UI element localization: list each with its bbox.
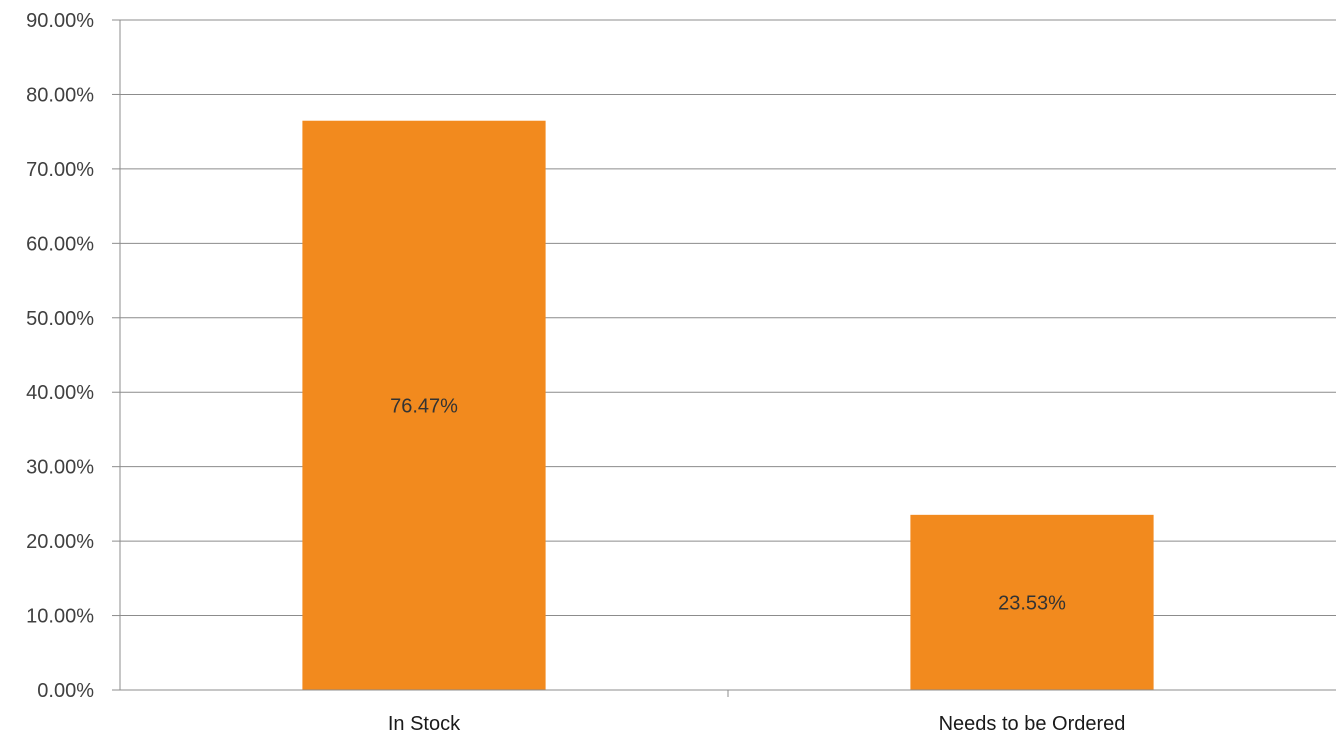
y-tick-labels: 0.00% 10.00% 20.00% 30.00% 40.00% 50.00% 60.00… bbox=[26, 10, 94, 702]
y-tick-label: 0.00% bbox=[37, 680, 94, 702]
y-tick-label: 60.00% bbox=[26, 233, 94, 255]
data-label: 76.47% bbox=[390, 395, 458, 417]
y-tick-label: 20.00% bbox=[26, 531, 94, 553]
bar bbox=[910, 514, 1154, 690]
y-tick-label: 50.00% bbox=[26, 308, 94, 330]
bar bbox=[302, 120, 546, 691]
data-labels: 76.47% 23.53% bbox=[390, 395, 1066, 614]
x-tick-label: Needs to be Ordered bbox=[939, 713, 1126, 735]
y-tick-label: 90.00% bbox=[26, 10, 94, 32]
y-tick-label: 70.00% bbox=[26, 159, 94, 181]
y-tick-label: 10.00% bbox=[26, 606, 94, 628]
y-tick-label: 40.00% bbox=[26, 382, 94, 404]
data-label: 23.53% bbox=[998, 592, 1066, 614]
x-tick-label: In Stock bbox=[388, 713, 461, 735]
y-tick-label: 80.00% bbox=[26, 84, 94, 106]
y-tick-label: 30.00% bbox=[26, 457, 94, 479]
x-tick-labels: In Stock Needs to be Ordered bbox=[388, 713, 1126, 735]
axes bbox=[112, 19, 1336, 697]
bars bbox=[302, 120, 1154, 691]
